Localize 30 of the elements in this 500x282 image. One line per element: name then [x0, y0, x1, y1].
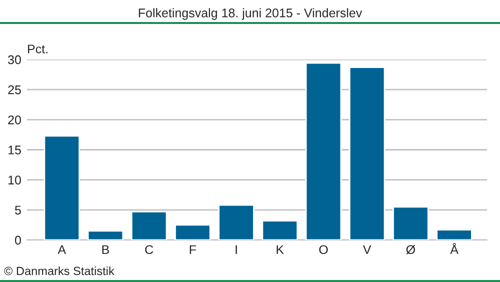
bar — [218, 204, 254, 240]
bar — [305, 62, 342, 240]
y-axis-title: Pct. — [28, 44, 48, 54]
y-tick-label: 25 — [8, 85, 21, 94]
x-tick-label: K — [276, 245, 284, 254]
x-tick-label: Ø — [406, 244, 416, 254]
bar — [348, 66, 386, 240]
x-tick-label: I — [236, 245, 237, 254]
bar — [262, 220, 298, 240]
y-tick-label: 10 — [8, 176, 21, 184]
x-tick-label: F — [190, 245, 196, 254]
y-tick-label: 30 — [8, 55, 21, 64]
bar — [436, 229, 472, 240]
text: © Danmarks Statistik — [4, 266, 114, 276]
y-tick-label: 0 — [14, 236, 21, 245]
y-tick-label: 15 — [8, 146, 21, 154]
x-tick-label: V — [362, 245, 372, 254]
bar — [87, 230, 124, 240]
x-tick-label: C — [145, 245, 154, 254]
y-tick-label: 20 — [8, 115, 21, 124]
x-tick-label: Å — [450, 242, 458, 254]
bar — [44, 135, 80, 240]
chart-title: Folketingsvalg 18. juni 2015 - Vinderslev — [138, 8, 362, 20]
bar — [174, 224, 211, 240]
x-tick-label: A — [58, 245, 66, 254]
bar — [392, 206, 429, 240]
x-tick-label: O — [319, 245, 328, 254]
x-tick-label: B — [102, 245, 109, 254]
y-tick-label: 5 — [14, 206, 21, 215]
bar — [130, 211, 168, 240]
